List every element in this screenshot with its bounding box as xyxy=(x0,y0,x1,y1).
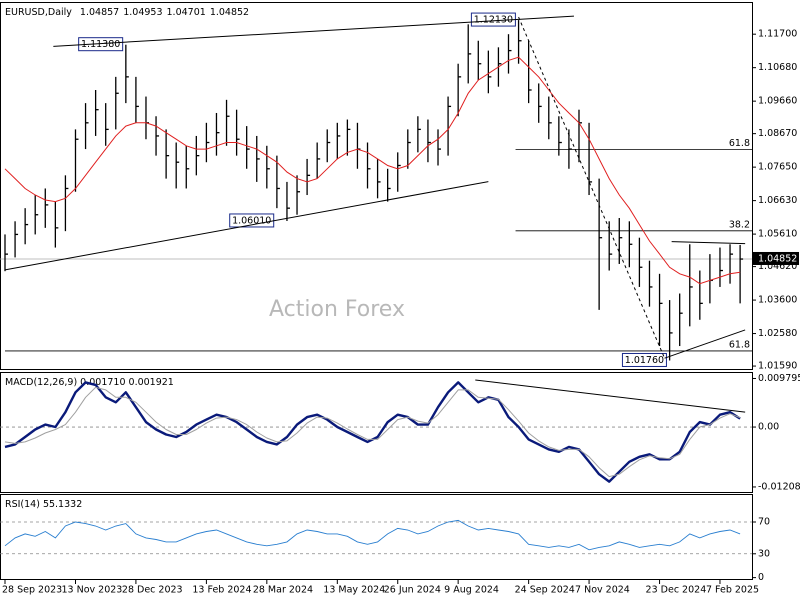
x-tick-label: 23 Dec 2024 xyxy=(646,585,707,596)
y-tick-label: 0.00 xyxy=(758,422,779,433)
watermark: Action Forex xyxy=(269,297,405,322)
x-tick-label: 28 Dec 2023 xyxy=(122,585,183,596)
x-tick-label: 13 May 2024 xyxy=(323,585,385,596)
y-tick-label: 1.10680 xyxy=(758,62,797,73)
trendline xyxy=(671,241,746,245)
y-tick-label: 1.05610 xyxy=(758,229,797,240)
trendline xyxy=(475,379,746,413)
header-value: 1.04852 xyxy=(210,7,249,18)
y-tick-label: -0.012081 xyxy=(758,481,800,492)
signal-line xyxy=(4,386,741,478)
y-tick-label: 1.04620 xyxy=(758,261,797,272)
price-label: 1.11380 xyxy=(81,39,120,50)
panel-title-text: MACD(12,26,9) 0.001710 0.001921 xyxy=(5,377,174,388)
x-tick-label: 7 Feb 2025 xyxy=(706,585,759,596)
y-tick-label: 0.009795 xyxy=(758,373,800,384)
last-price-badge xyxy=(753,251,799,265)
x-tick-label: 7 Nov 2024 xyxy=(575,585,630,596)
price-label-box xyxy=(621,352,667,367)
y-tick-label: 1.07650 xyxy=(758,162,797,173)
price-label: 1.12130 xyxy=(474,15,513,26)
trendline xyxy=(664,329,746,359)
fib-level-label: 61.8 xyxy=(729,138,750,149)
x-tick-label: 9 Aug 2024 xyxy=(444,585,499,596)
y-tick-label: 70 xyxy=(758,517,770,528)
header-value: 1.04857 xyxy=(80,7,119,18)
trendline xyxy=(53,15,574,47)
y-tick-label: 0 xyxy=(758,572,764,583)
fib-level-label: 38.2 xyxy=(729,219,750,230)
panel-title: MACD(12,26,9) 0.001710 0.001921 xyxy=(5,377,174,388)
y-tick-label: 1.06630 xyxy=(758,195,797,206)
panel-title-text: EURUSD,Daily xyxy=(5,7,72,18)
moving-average xyxy=(4,56,741,285)
price-label-box xyxy=(78,37,124,52)
panel-frame xyxy=(0,2,753,370)
y-tick-label: 1.03600 xyxy=(758,295,797,306)
rsi-line xyxy=(4,519,741,551)
x-tick-label: 28 Sep 2023 xyxy=(2,585,62,596)
y-tick-label: 1.09660 xyxy=(758,96,797,107)
y-tick-label: 1.11700 xyxy=(758,29,797,40)
y-tick-label: 1.08670 xyxy=(758,128,797,139)
x-tick-label: 13 Feb 2024 xyxy=(192,585,251,596)
price-label: 1.06010 xyxy=(232,215,271,226)
panel-title: EURUSD,Daily 1.04857 1.04953 1.04701 1.04852 xyxy=(5,7,249,18)
panel-title: RSI(14) 55.1332 xyxy=(5,499,82,510)
x-tick-label: 28 Mar 2024 xyxy=(253,585,313,596)
x-tick-label: 24 Sep 2024 xyxy=(515,585,575,596)
x-tick-label: 26 Jun 2024 xyxy=(384,585,441,596)
trendline xyxy=(518,16,666,359)
price-label: 1.01760 xyxy=(625,355,664,366)
y-tick-label: 30 xyxy=(758,548,770,559)
header-value: 1.04953 xyxy=(123,7,162,18)
trendline xyxy=(4,181,489,271)
panel-frame xyxy=(0,494,753,580)
y-tick-label: 1.01590 xyxy=(758,361,797,372)
last-price-label: 1.04852 xyxy=(758,253,797,264)
y-tick-label: 1.02580 xyxy=(758,328,797,339)
panel-title-text: RSI(14) 55.1332 xyxy=(5,499,82,510)
fib-level-label: 61.8 xyxy=(729,339,750,350)
x-tick-label: 13 Nov 2023 xyxy=(61,585,122,596)
header-value: 1.04701 xyxy=(167,7,206,18)
panel-frame xyxy=(0,372,753,493)
